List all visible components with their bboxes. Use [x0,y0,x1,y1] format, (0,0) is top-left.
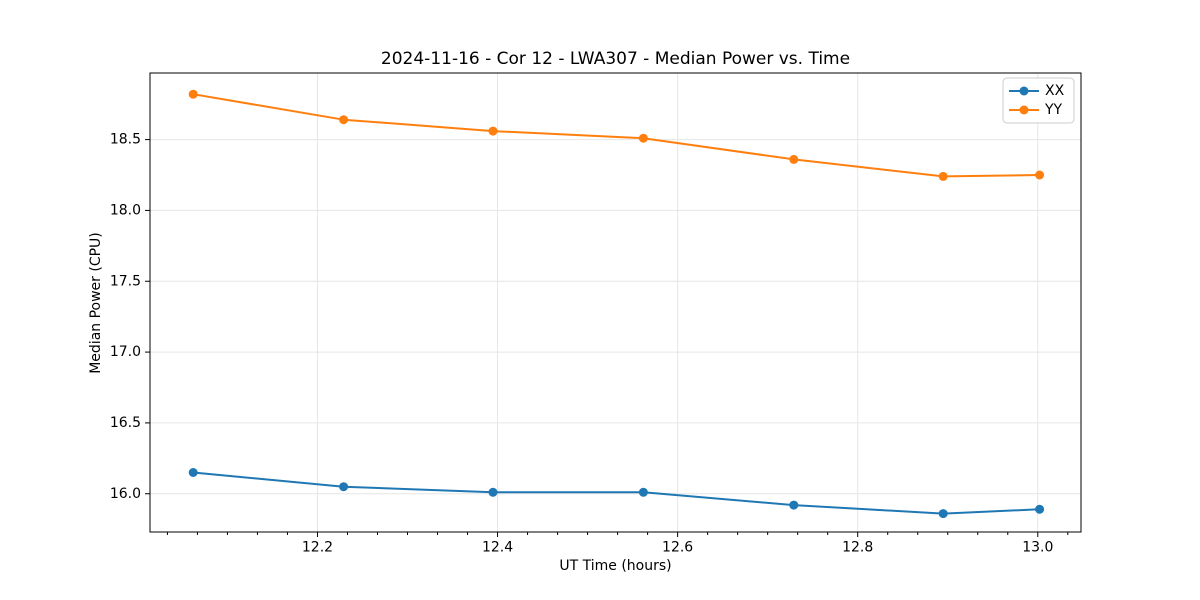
data-point-XX [938,509,948,519]
data-point-XX [638,487,648,497]
x-tick-label: 12.6 [662,540,693,556]
data-point-YY [789,154,799,164]
series-line-YY [192,93,1041,178]
data-point-YY [488,126,498,136]
data-point-XX [789,500,799,510]
legend-label: YY [1044,102,1063,118]
x-tick-label: 12.2 [302,540,333,556]
data-point-YY [339,115,349,125]
y-tick-label: 16.5 [110,415,141,431]
y-tick-label: 16.0 [110,486,141,502]
x-tick-label: 13.0 [1022,540,1053,556]
legend-marker [1019,105,1029,115]
data-point-YY [188,89,198,99]
data-point-YY [1035,170,1045,180]
data-point-XX [488,487,498,497]
y-axis-label: Median Power (CPU) [88,232,104,374]
data-point-XX [339,482,349,492]
x-tick-label: 12.4 [482,540,513,556]
legend-label: XX [1045,83,1065,99]
y-tick-label: 17.5 [110,273,141,289]
data-point-XX [1035,504,1045,514]
y-tick-label: 18.5 [110,132,141,148]
y-tick-label: 17.0 [110,344,141,360]
x-axis-label: UT Time (hours) [559,558,672,574]
data-point-YY [938,171,948,181]
plot-border [149,72,1082,533]
x-tick-label: 12.8 [842,540,873,556]
chart-title: 2024-11-16 - Cor 12 - LWA307 - Median Po… [380,49,851,69]
legend-marker [1019,86,1029,96]
data-point-XX [188,468,198,477]
y-tick-label: 18.0 [110,202,141,218]
data-point-YY [638,133,648,143]
series-line-XX [192,471,1041,515]
